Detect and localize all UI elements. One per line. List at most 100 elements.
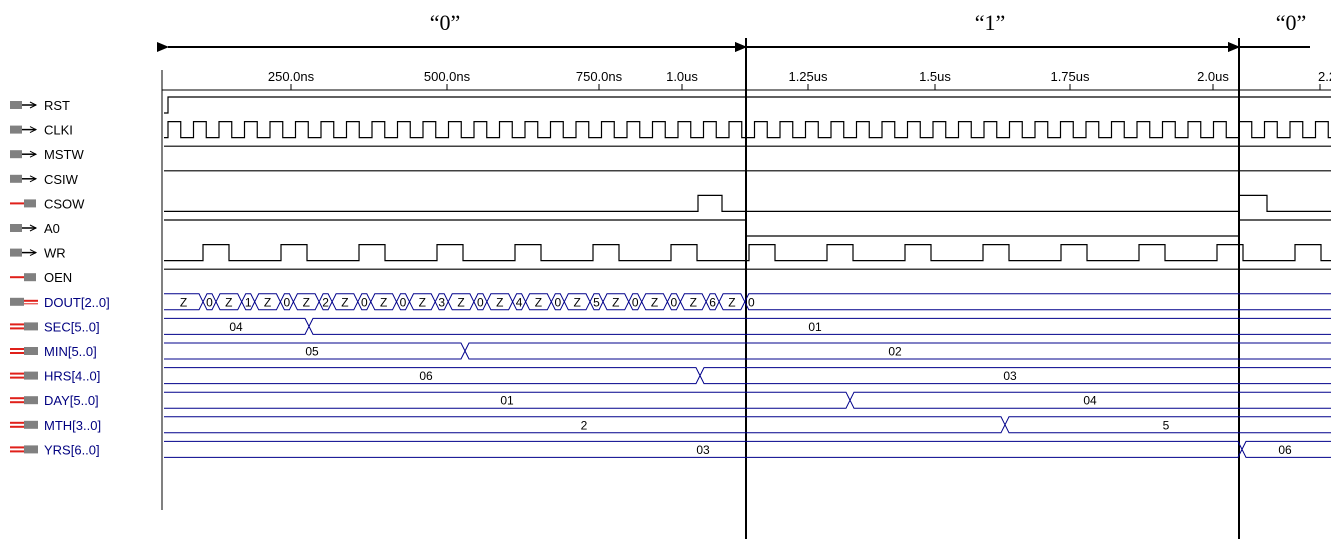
time-tick-label: 500.0ns (424, 69, 471, 84)
signal-name: CSIW (44, 172, 79, 187)
bus-value: 4 (516, 295, 523, 309)
wr-wave (164, 244, 1331, 262)
bus-value: 01 (808, 320, 822, 334)
time-tick-label: 1.5us (919, 69, 951, 84)
bus-value: Z (264, 295, 271, 309)
bidir-port-icon (10, 297, 38, 306)
bus-value: Z (728, 295, 735, 309)
region-label-1: “1” (975, 10, 1006, 35)
bus-value: Z (380, 295, 387, 309)
bus-value: 2 (322, 295, 329, 309)
time-tick-label: 250.0ns (268, 69, 315, 84)
bus-value: 0 (671, 295, 678, 309)
a0-wave (164, 219, 1331, 237)
signal-name: CLKI (44, 123, 73, 138)
sec-bus-wave (164, 317, 1331, 335)
bus-value: 3 (438, 295, 445, 309)
signal-name: MTH[3..0] (44, 418, 101, 433)
bus-value: 06 (1278, 443, 1292, 457)
bus-value: Z (612, 295, 619, 309)
time-tick-label: 1.25us (788, 69, 828, 84)
bus-value: 0 (748, 295, 755, 309)
day-bus-wave (164, 391, 1331, 409)
bus-value: 0 (284, 295, 291, 309)
region-label-0: “0” (430, 10, 461, 35)
output-bus-icon (10, 347, 38, 355)
time-tick-label: 750.0ns (576, 69, 623, 84)
bus-value: 06 (419, 369, 433, 383)
bus-value: Z (341, 295, 348, 309)
bus-value: 0 (400, 295, 407, 309)
input-port-icon (10, 248, 38, 257)
bus-value: 5 (1163, 418, 1170, 432)
time-axis: 250.0ns 500.0ns 750.0ns 1.0us 1.25us 1.5… (268, 69, 1331, 90)
bus-value: Z (496, 295, 503, 309)
csow-wave (164, 194, 1331, 212)
output-bus-icon (10, 420, 38, 429)
time-tick-label: 2.25us (1318, 69, 1331, 84)
bus-value: 0 (206, 295, 213, 309)
signal-name: DAY[5..0] (44, 393, 99, 408)
min-bus-wave (164, 342, 1331, 360)
signal-name: HRS[4..0] (44, 369, 100, 384)
signal-name: WR (44, 246, 66, 261)
bus-value: 2 (581, 418, 588, 432)
time-tick-label: 1.0us (666, 69, 698, 84)
output-bus-icon (10, 445, 38, 454)
signal-name: RST (44, 98, 70, 113)
bus-value: 0 (632, 295, 639, 309)
bus-value: Z (225, 295, 232, 309)
dout-bus-wave (164, 293, 1331, 311)
hrs-bus-wave (164, 367, 1331, 385)
signal-name: DOUT[2..0] (44, 295, 110, 310)
input-port-icon (10, 125, 38, 134)
bus-value: Z (457, 295, 464, 309)
input-port-icon (10, 174, 38, 183)
yrs-bus-wave (164, 440, 1331, 458)
output-port-icon (10, 199, 36, 208)
output-bus-icon (10, 371, 38, 380)
bus-value: Z (573, 295, 580, 309)
bus-value: 0 (477, 295, 484, 309)
rst-wave (164, 96, 1331, 114)
output-bus-icon (10, 396, 38, 405)
signal-name: OEN (44, 270, 72, 285)
bus-value: 02 (888, 345, 902, 359)
bus-value: 5 (593, 295, 600, 309)
bus-value: Z (690, 295, 697, 309)
signal-name: MSTW (44, 147, 84, 162)
bus-value: 04 (229, 320, 243, 334)
bus-value: 04 (1083, 394, 1097, 408)
output-bus-icon (10, 322, 38, 331)
time-tick-label: 1.75us (1050, 69, 1090, 84)
mth-bus-wave (164, 416, 1331, 434)
signal-name: A0 (44, 221, 60, 236)
bus-value: 03 (1003, 369, 1017, 383)
bus-value: 01 (500, 394, 514, 408)
signal-list: RST CLKI MSTW CSIW CSOW A0 WR OEN DOUT[2..0] SEC[… (10, 98, 110, 457)
bus-value: 1 (245, 295, 252, 309)
input-port-icon (10, 101, 38, 109)
bus-value: 0 (361, 295, 368, 309)
signal-name: CSOW (44, 196, 85, 211)
bus-value: 0 (554, 295, 561, 309)
bus-value: Z (535, 295, 542, 309)
output-port-icon (10, 273, 36, 282)
clki-wave (164, 121, 1331, 139)
bus-value: Z (419, 295, 426, 309)
bus-value: Z (651, 295, 658, 309)
signal-name: SEC[5..0] (44, 319, 100, 334)
time-tick-label: 2.0us (1197, 69, 1229, 84)
bus-value: 6 (709, 295, 716, 309)
signal-name: MIN[5..0] (44, 344, 97, 359)
bus-value: 03 (696, 443, 710, 457)
bus-value: Z (303, 295, 310, 309)
input-port-icon (10, 224, 38, 232)
bus-value: Z (180, 295, 187, 309)
input-port-icon (10, 150, 38, 159)
bus-value: 05 (305, 345, 319, 359)
region-label-2: “0” (1276, 10, 1307, 35)
signal-name: YRS[6..0] (44, 442, 100, 457)
